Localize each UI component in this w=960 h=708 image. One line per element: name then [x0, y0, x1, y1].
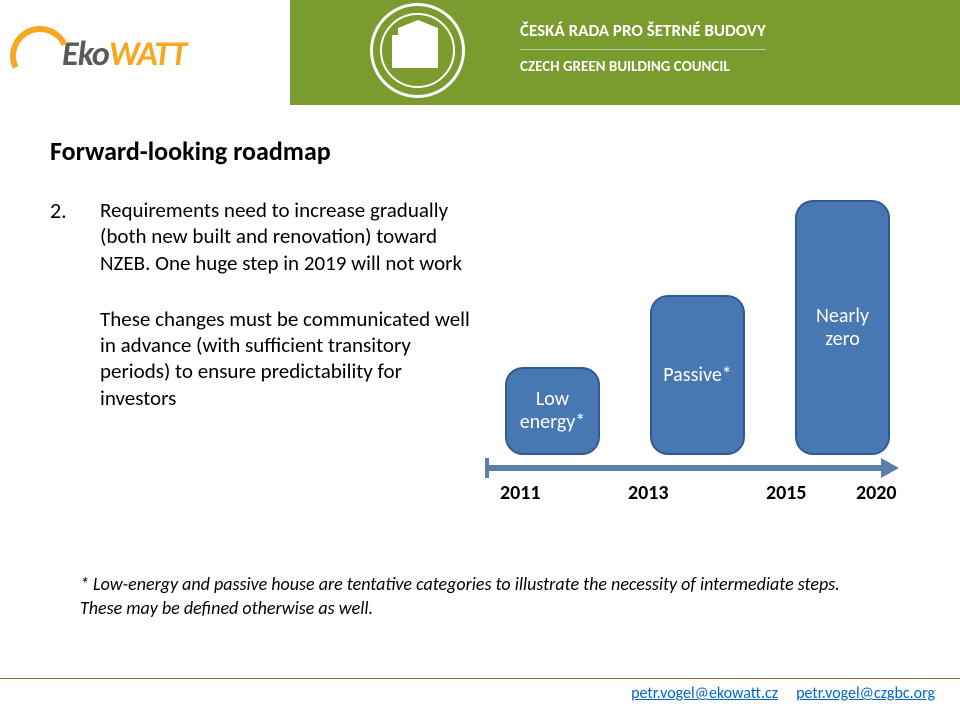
- header-line2: CZECH GREEN BUILDING COUNCIL: [520, 58, 766, 76]
- text-column: Requirements need to increase gradually …: [100, 197, 470, 441]
- slide-body: Forward-looking roadmap 2. Requirements …: [0, 105, 960, 695]
- paragraph-1: Requirements need to increase gradually …: [100, 197, 470, 276]
- header-divider: [520, 49, 766, 50]
- ekowatt-logo: EkoWATT: [10, 24, 186, 84]
- page-title: Forward-looking roadmap: [50, 135, 910, 167]
- chart-arrow: [485, 465, 885, 471]
- chart-year-3: 2020: [856, 481, 897, 505]
- chart-year-0: 2011: [500, 481, 541, 505]
- chart-bar-1: Passive*: [650, 295, 745, 455]
- czgbc-seal-icon: [370, 3, 465, 98]
- logo-swirl-icon: [2, 18, 79, 95]
- logo-text-main: WATT: [109, 34, 186, 75]
- footer-link-1[interactable]: petr.vogel@ekowatt.cz: [631, 684, 778, 703]
- logo-text: EkoWATT: [62, 34, 186, 75]
- chart-bar-2: Nearlyzero: [795, 200, 890, 455]
- section-number: 2.: [50, 197, 100, 441]
- footer: petr.vogel@ekowatt.cz petr.vogel@czgbc.o…: [0, 678, 960, 708]
- chart-bar-0: Lowenergy*: [505, 367, 600, 455]
- header-line1: ČESKÁ RADA PRO ŠETRNÉ BUDOVY: [520, 20, 766, 41]
- header: EkoWATT ČESKÁ RADA PRO ŠETRNÉ BUDOVY CZE…: [0, 0, 960, 105]
- footer-link-2[interactable]: petr.vogel@czgbc.org: [796, 684, 935, 703]
- chart-year-2: 2015: [766, 481, 807, 505]
- chart-bar-label-1: Passive*: [663, 364, 731, 387]
- roadmap-chart: Lowenergy* Passive* Nearlyzero 2011 2013 2015…: [480, 215, 910, 535]
- header-org-text: ČESKÁ RADA PRO ŠETRNÉ BUDOVY CZECH GREEN…: [520, 20, 766, 76]
- paragraph-2: These changes must be communicated well …: [100, 306, 470, 411]
- chart-year-1: 2013: [628, 481, 669, 505]
- chart-footnote: * Low-energy and passive house are tenta…: [80, 573, 880, 620]
- chart-bar-label-2: Nearlyzero: [816, 305, 869, 351]
- chart-bar-label-0: Lowenergy*: [520, 388, 586, 434]
